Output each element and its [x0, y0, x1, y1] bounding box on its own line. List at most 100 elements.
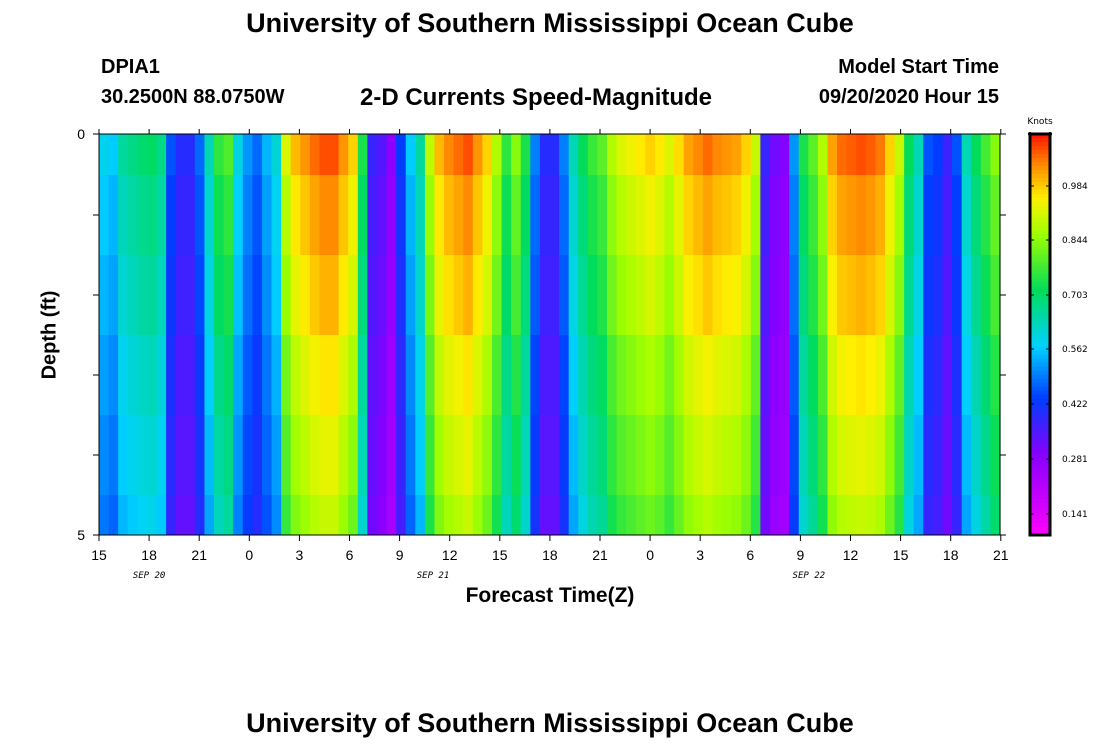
heatmap-cell	[376, 175, 388, 255]
heatmap-cell	[166, 495, 177, 535]
heatmap-cell	[453, 335, 464, 415]
heatmap-cell	[405, 134, 416, 175]
heatmap-cells	[99, 134, 1001, 535]
heatmap-cell	[405, 335, 416, 415]
heatmap-cell	[348, 175, 359, 255]
heatmap-cell	[760, 495, 771, 535]
colorbar-segment	[1030, 182, 1050, 187]
heatmap-cell	[645, 335, 656, 415]
heatmap-cell	[597, 175, 608, 255]
heatmap-cell	[146, 134, 158, 175]
heatmap-cell	[338, 134, 349, 175]
heatmap-cell	[405, 495, 416, 535]
heatmap-cell	[281, 415, 292, 495]
colorbar-segment	[1030, 510, 1050, 516]
heatmap-cell	[539, 175, 551, 255]
heatmap-cell	[693, 255, 704, 335]
heatmap-cell	[415, 335, 426, 415]
heatmap-cell	[329, 134, 340, 175]
colorbar-segment	[1030, 526, 1050, 532]
heatmap-cell	[424, 335, 436, 415]
heatmap-cell	[990, 175, 1001, 255]
x-tick-label: 15	[91, 547, 107, 563]
heatmap-cell	[971, 415, 982, 495]
heatmap-cell	[654, 175, 666, 255]
heatmap-cell	[712, 495, 723, 535]
colorbar-segment	[1030, 310, 1050, 316]
x-tick-label: 18	[943, 547, 959, 563]
heatmap-cell	[223, 335, 234, 415]
heatmap-cell	[444, 495, 455, 535]
heatmap-cell	[741, 255, 752, 335]
heatmap-cell	[108, 335, 119, 415]
heatmap-cell	[578, 134, 589, 175]
heatmap-cell	[491, 495, 503, 535]
heatmap-cell	[904, 415, 915, 495]
heatmap-cell	[185, 134, 196, 175]
colorbar-segment	[1030, 382, 1050, 388]
heatmap-cell	[175, 495, 186, 535]
heatmap-cell	[348, 335, 359, 415]
heatmap-cell	[233, 335, 244, 415]
heatmap-cell	[491, 134, 503, 175]
heatmap-cell	[319, 134, 330, 175]
heatmap-cell	[932, 495, 944, 535]
heatmap-cell	[789, 134, 800, 175]
heatmap-cell	[645, 255, 656, 335]
heatmap-cell	[424, 495, 436, 535]
x-tick-label: 18	[141, 547, 157, 563]
colorbar-segment	[1030, 154, 1050, 159]
heatmap-cell	[626, 255, 637, 335]
heatmap-cell	[444, 255, 455, 335]
heatmap-cell	[693, 175, 704, 255]
heatmap-cell	[453, 495, 464, 535]
colorbar-segment	[1030, 366, 1050, 372]
heatmap-cell	[252, 335, 263, 415]
heatmap-cell	[214, 175, 225, 255]
x-tick-label: 0	[245, 547, 253, 563]
heatmap-cell	[674, 255, 685, 335]
heatmap-cell	[415, 175, 426, 255]
heatmap-cell	[731, 335, 742, 415]
heatmap-cell	[405, 415, 416, 495]
heatmap-cell	[798, 255, 809, 335]
heatmap-cell	[491, 415, 503, 495]
heatmap-cell	[952, 255, 963, 335]
heatmap-cell	[453, 255, 464, 335]
heatmap-cell	[913, 495, 924, 535]
x-tick-label: 18	[542, 547, 558, 563]
heatmap-cell	[530, 495, 541, 535]
heatmap-cell	[319, 495, 330, 535]
heatmap-cell	[702, 175, 714, 255]
colorbar-segment	[1030, 194, 1050, 199]
heatmap-cell	[674, 415, 685, 495]
colorbar-tick-label: 0.562	[1062, 345, 1088, 355]
heatmap-cell	[300, 134, 311, 175]
heatmap-cell	[99, 175, 110, 255]
heatmap-cell	[654, 134, 666, 175]
heatmap-cell	[645, 134, 656, 175]
heatmap-cell	[952, 134, 963, 175]
heatmap-cell	[463, 175, 474, 255]
heatmap-cell	[108, 495, 119, 535]
heatmap-cell	[568, 134, 579, 175]
heatmap-cell	[357, 255, 368, 335]
heatmap-cell	[137, 415, 148, 495]
heatmap-cell	[568, 415, 579, 495]
heatmap-cell	[865, 415, 876, 495]
y-tick-label: 0	[77, 126, 85, 142]
heatmap-cell	[549, 335, 560, 415]
heatmap-cell	[415, 495, 426, 535]
heatmap-cell	[760, 175, 771, 255]
heatmap-cell	[712, 175, 723, 255]
station-coordinates: 30.2500N 88.0750W	[101, 86, 285, 108]
heatmap-cell	[808, 255, 819, 335]
heatmap-cell	[444, 134, 455, 175]
heatmap-cell	[559, 255, 570, 335]
colorbar-segment	[1030, 294, 1050, 300]
heatmap-cell	[683, 175, 694, 255]
heatmap-cell	[453, 415, 464, 495]
heatmap-cell	[252, 134, 263, 175]
heatmap-cell	[817, 335, 829, 415]
heatmap-cell	[453, 134, 464, 175]
